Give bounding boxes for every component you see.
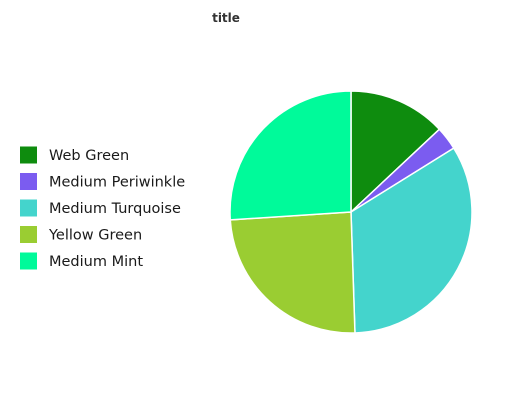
legend-label-medium-periwinkle: Medium Periwinkle — [49, 175, 185, 191]
legend-swatch-medium-turquoise — [20, 199, 37, 217]
chart-title: title — [212, 11, 240, 25]
legend-swatch-medium-mint — [20, 252, 37, 270]
legend-label-medium-turquoise: Medium Turquoise — [49, 201, 181, 217]
legend-swatch-yellow-green — [20, 226, 37, 243]
pie-slice-medium-mint — [229, 90, 352, 221]
legend-label-medium-mint: Medium Mint — [49, 254, 143, 270]
pie-slices — [229, 90, 473, 334]
pie-slice-yellow-green — [229, 211, 356, 334]
legend-label-yellow-green: Yellow Green — [48, 228, 142, 244]
legend: Web Green Medium Periwinkle Medium Turquoi… — [20, 146, 185, 270]
legend-swatch-web-green — [20, 146, 37, 164]
legend-label-web-green: Web Green — [49, 148, 129, 164]
pie-slice-medium-turquoise — [350, 147, 473, 334]
pie-slice-web-green — [350, 90, 441, 214]
legend-swatch-medium-periwinkle — [20, 173, 37, 190]
